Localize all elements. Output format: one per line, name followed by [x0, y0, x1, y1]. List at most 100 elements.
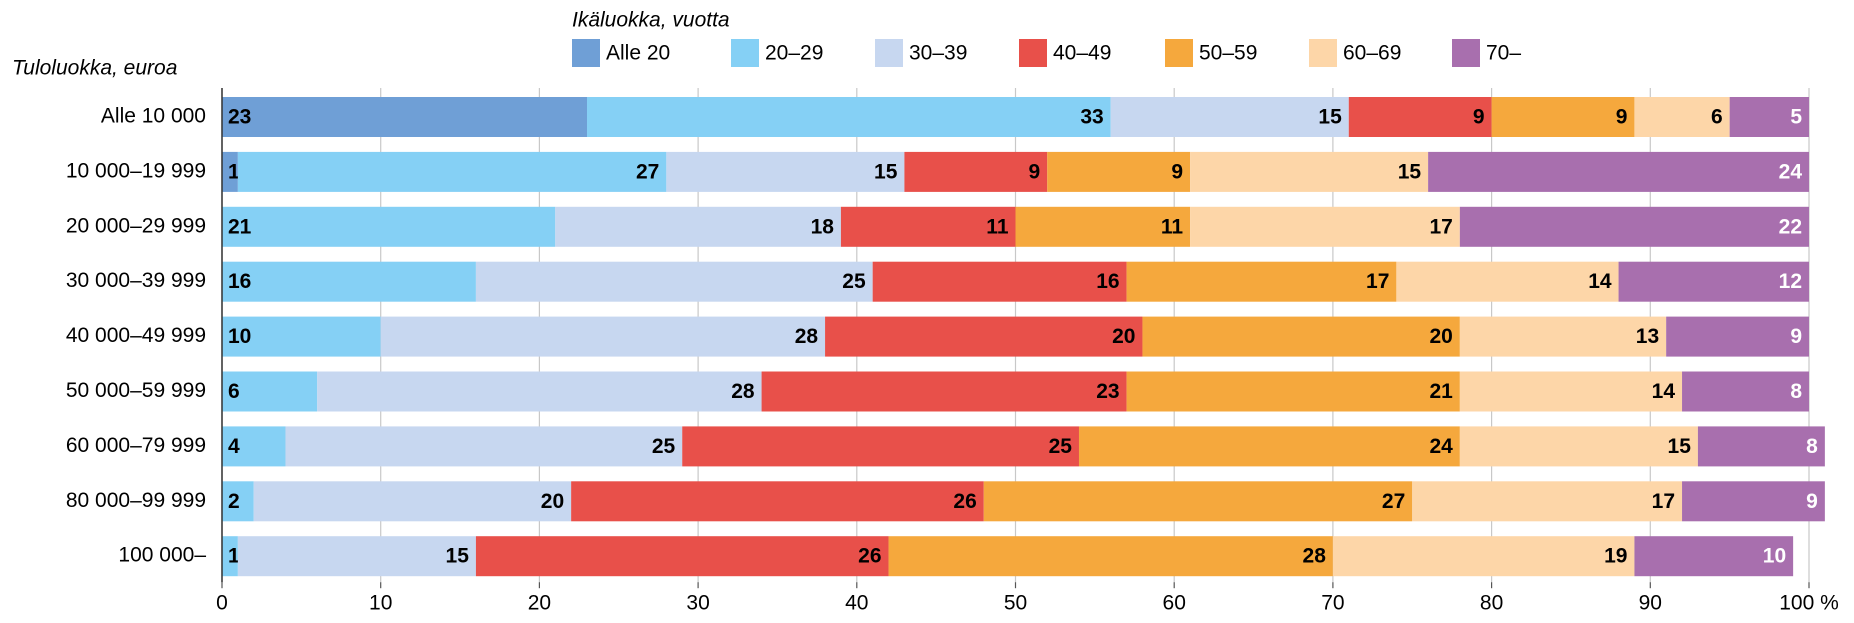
value-label: 9 [1616, 106, 1628, 129]
bar-segment [1682, 371, 1809, 412]
legend-swatch [1019, 39, 1047, 67]
value-label: 12 [1779, 270, 1802, 293]
value-label: 10 [1763, 545, 1786, 568]
legend-label: 70– [1486, 42, 1521, 65]
legend-swatch [731, 39, 759, 67]
x-tick-label: 80 [1480, 592, 1503, 615]
bar-segment [222, 371, 318, 412]
bar-segment [1412, 481, 1683, 522]
bar-segment [237, 151, 667, 192]
bar-segment [1078, 426, 1460, 467]
legend-swatch [572, 39, 600, 67]
bar-segment [1126, 371, 1460, 412]
y-tick-label: 60 000–79 999 [66, 434, 206, 457]
bar-segment [571, 481, 984, 522]
value-label: 16 [228, 270, 251, 293]
bar-segment [1682, 481, 1825, 522]
x-tick-label: 50 [1004, 592, 1027, 615]
value-label: 18 [811, 215, 835, 238]
bar-segment [222, 316, 381, 357]
y-tick-label: 10 000–19 999 [66, 159, 206, 182]
bar-segment [317, 371, 762, 412]
x-tick-label: 40 [845, 592, 868, 615]
x-tick-label: 90 [1639, 592, 1662, 615]
value-label: 11 [1161, 215, 1184, 238]
value-label: 15 [1318, 106, 1342, 129]
y-axis-title: Tuloluokka, euroa [12, 57, 177, 80]
value-label: 11 [986, 215, 1009, 238]
legend-label: 30–39 [909, 42, 967, 65]
legend-swatch [1165, 39, 1193, 67]
bar-segment [1126, 261, 1397, 302]
y-tick-label: 50 000–59 999 [66, 379, 206, 402]
value-label: 16 [1096, 270, 1119, 293]
value-label: 9 [1171, 160, 1183, 183]
legend-label: 50–59 [1199, 42, 1257, 65]
value-label: 20 [1112, 325, 1135, 348]
value-label: 14 [1652, 380, 1676, 403]
value-label: 4 [228, 435, 240, 458]
y-tick-label: Alle 10 000 [101, 105, 206, 128]
value-label: 25 [1049, 435, 1073, 458]
bar-segment [666, 151, 905, 192]
value-label: 1 [228, 160, 240, 183]
bar-segment [222, 97, 588, 137]
x-tick-label: 60 [1163, 592, 1186, 615]
value-label: 20 [541, 490, 564, 513]
bar-segment [1459, 371, 1683, 412]
bar-segment [1697, 426, 1825, 467]
value-label: 17 [1652, 490, 1675, 513]
legend-label: 60–69 [1343, 42, 1401, 65]
legend-swatch [1309, 39, 1337, 67]
value-label: 21 [1430, 380, 1454, 403]
legend-label: 20–29 [765, 42, 823, 65]
bar-segment [1634, 97, 1730, 137]
bar-segment [1459, 426, 1698, 467]
bar-segment [1428, 151, 1809, 192]
value-label: 17 [1430, 215, 1453, 238]
bar-segment [983, 481, 1413, 522]
value-label: 27 [1382, 490, 1405, 513]
bar-segment [888, 536, 1333, 577]
bar-segment [1047, 151, 1191, 192]
bar-segment [1491, 97, 1635, 137]
value-label: 9 [1790, 325, 1802, 348]
y-tick-label: 20 000–29 999 [66, 214, 206, 237]
y-tick-label: 80 000–99 999 [66, 489, 206, 512]
value-label: 14 [1588, 270, 1612, 293]
value-label: 9 [1806, 490, 1818, 513]
value-label: 1 [228, 545, 240, 568]
value-label: 13 [1636, 325, 1659, 348]
x-tick-label: 30 [686, 592, 709, 615]
y-tick-label: 30 000–39 999 [66, 269, 206, 292]
bar-segment [1332, 536, 1635, 577]
value-label: 15 [1398, 160, 1422, 183]
legend-label: Alle 20 [606, 42, 670, 65]
value-label: 19 [1604, 545, 1627, 568]
value-label: 26 [858, 545, 881, 568]
value-label: 25 [842, 270, 866, 293]
value-label: 9 [1473, 106, 1485, 129]
bar-segment [1190, 206, 1460, 247]
value-label: 28 [795, 325, 819, 348]
bar-segment [1015, 206, 1191, 247]
x-tick-label: 20 [528, 592, 551, 615]
value-label: 15 [446, 545, 470, 568]
value-label: 6 [1711, 106, 1723, 129]
value-label: 20 [1430, 325, 1453, 348]
x-tick-label: 100 % [1779, 592, 1839, 615]
value-label: 24 [1430, 435, 1454, 458]
value-label: 23 [228, 106, 251, 129]
bar-segment [222, 151, 238, 192]
value-label: 8 [1790, 380, 1802, 403]
x-tick-label: 70 [1321, 592, 1344, 615]
bar-segment [840, 206, 1016, 247]
bar-segment [285, 426, 683, 467]
value-label: 2 [228, 490, 240, 513]
value-label: 26 [953, 490, 976, 513]
bar-segment [1729, 97, 1809, 137]
bar-segment [1190, 151, 1429, 192]
x-tick-label: 0 [216, 592, 228, 615]
bar-segment [380, 316, 826, 357]
value-label: 9 [1029, 160, 1041, 183]
